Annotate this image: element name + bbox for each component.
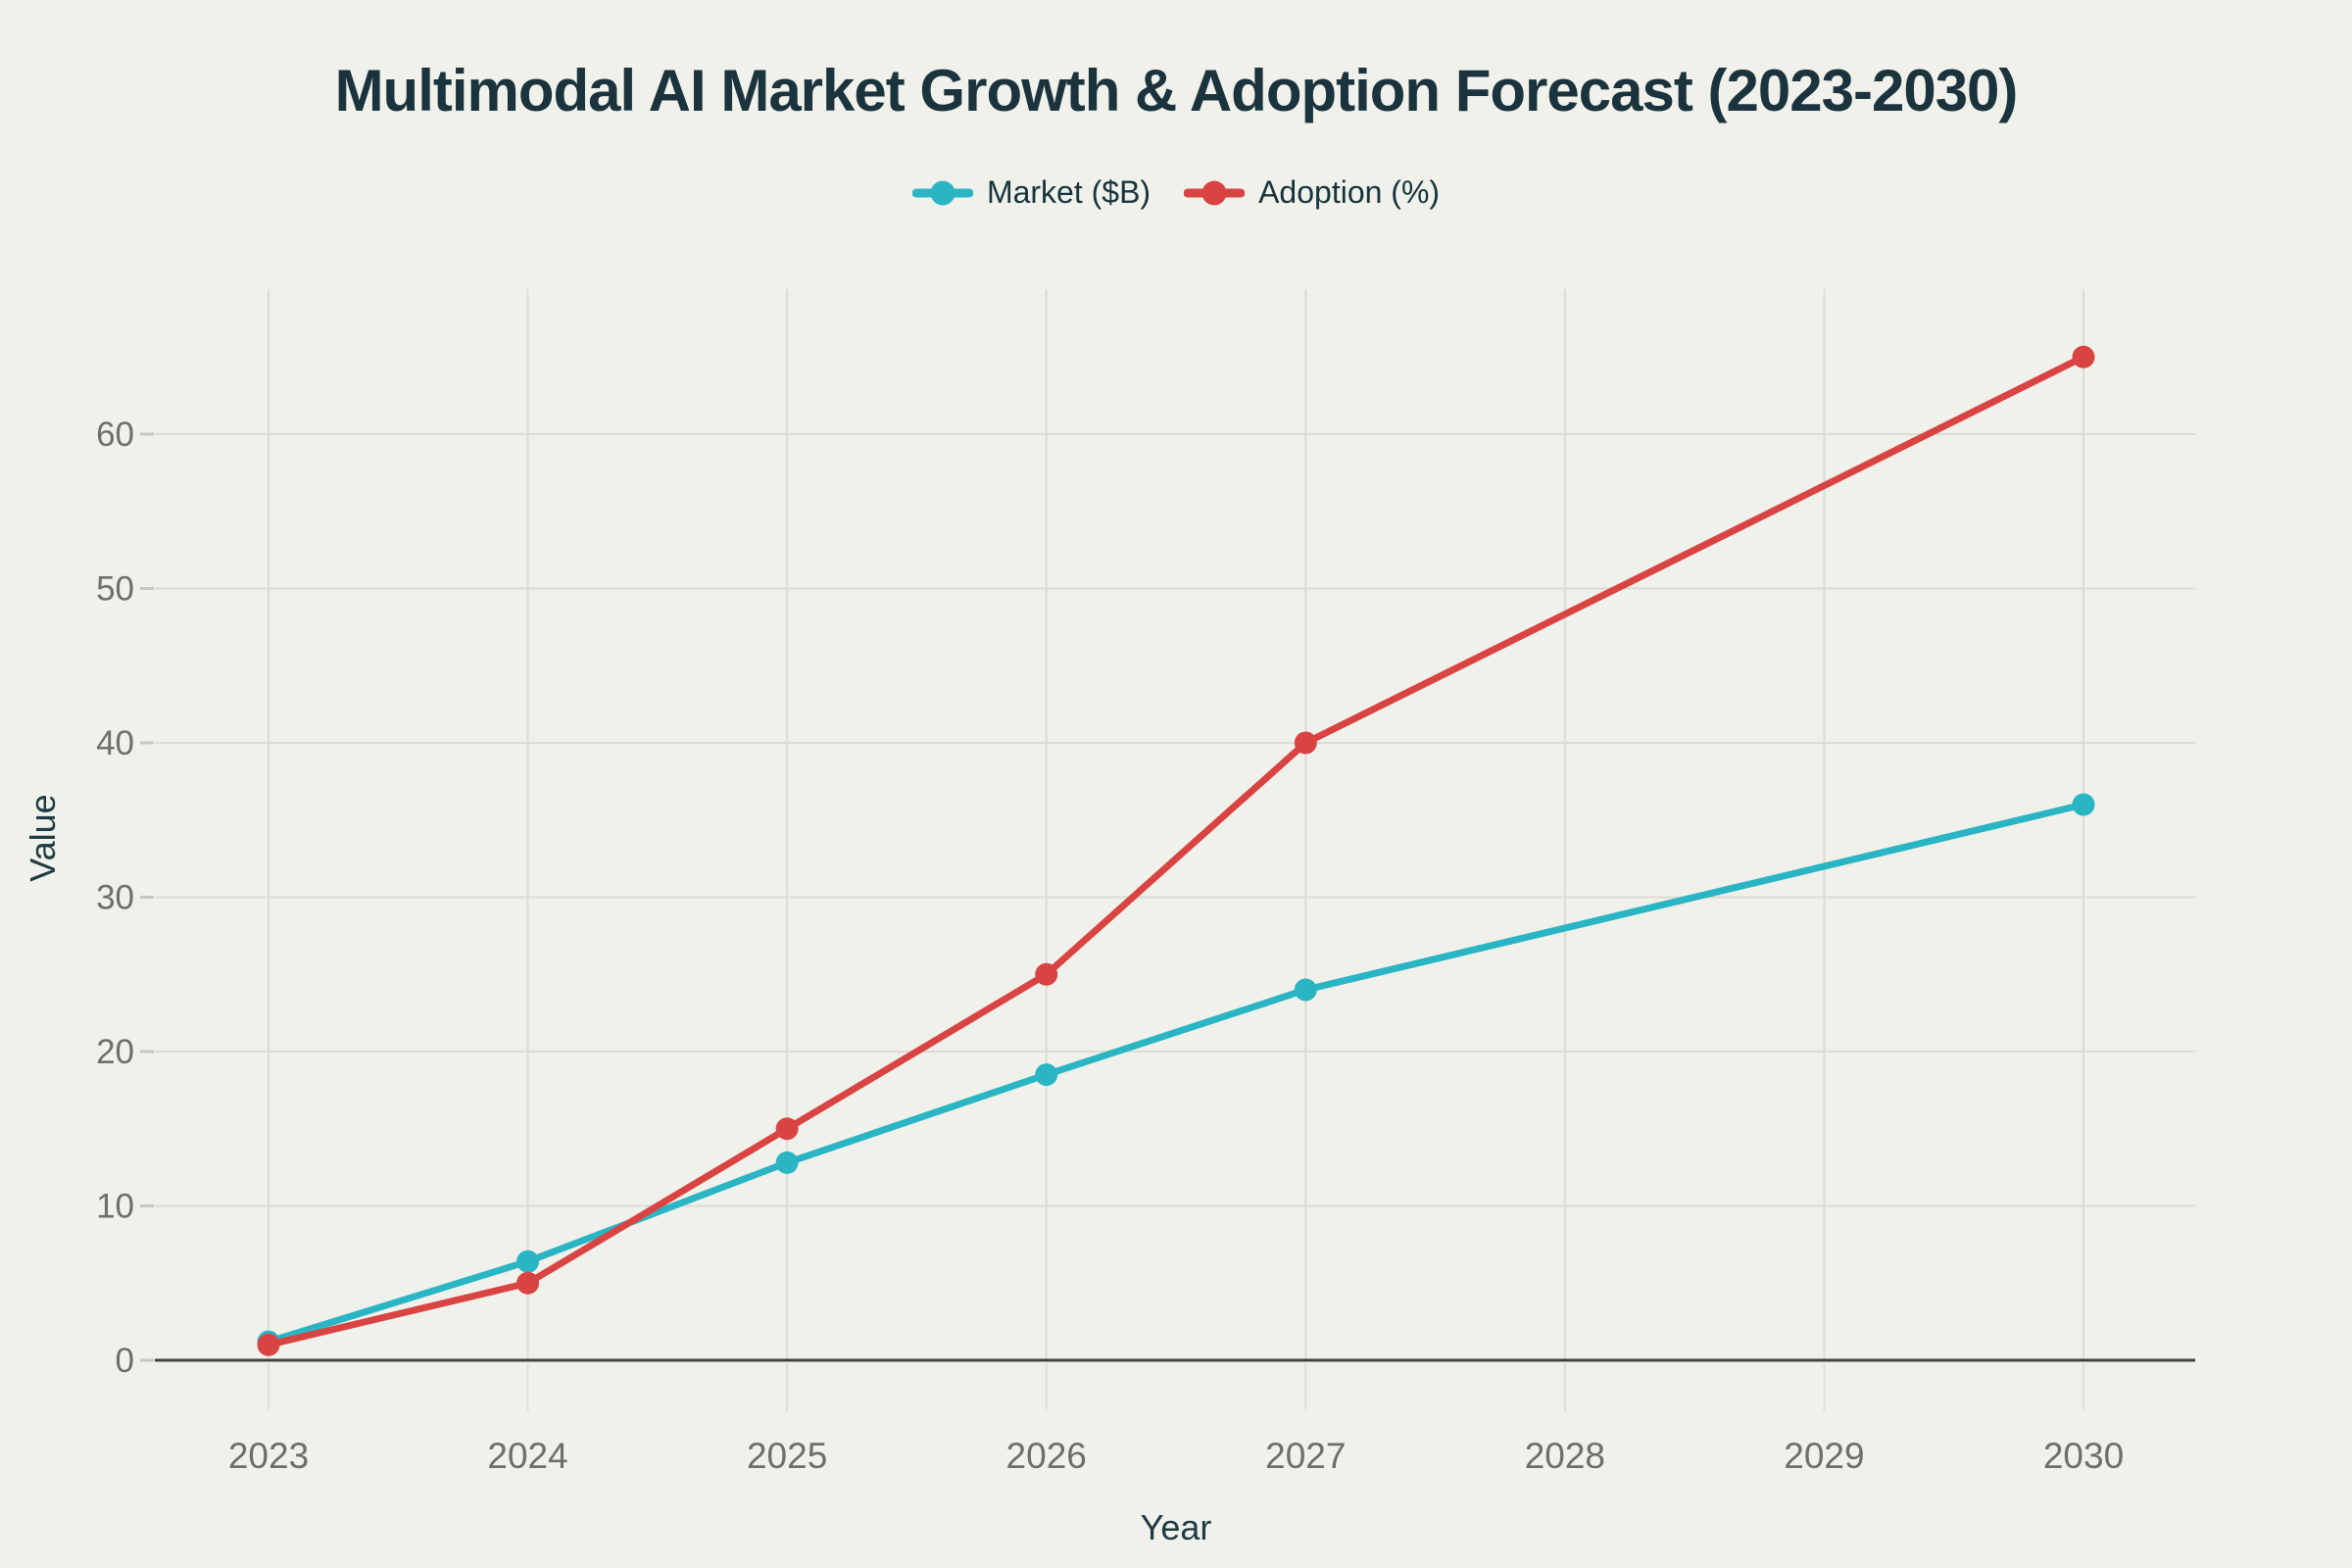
y-axis-tick-labels: 0 10 20 30 40 50 60: [96, 416, 134, 1380]
y-axis-title: Value: [23, 794, 63, 882]
legend-label-market: Market ($B): [986, 174, 1152, 210]
data-point[interactable]: [1035, 1063, 1058, 1087]
legend-item-market[interactable]: Market ($B): [911, 174, 1152, 211]
line-marker-icon: [911, 180, 973, 205]
y-gridlines: [155, 433, 2195, 1207]
y-tick-marks: [140, 432, 154, 1362]
svg-text:2026: 2026: [1006, 1436, 1087, 1476]
data-point[interactable]: [1294, 978, 1317, 1002]
svg-text:2027: 2027: [1265, 1436, 1346, 1476]
data-point[interactable]: [257, 1333, 280, 1356]
data-point[interactable]: [516, 1250, 540, 1273]
data-point[interactable]: [775, 1117, 799, 1141]
data-point[interactable]: [775, 1151, 799, 1174]
svg-text:30: 30: [96, 879, 134, 917]
x-tick-marks: [268, 1363, 2084, 1411]
chart-title: Multimodal AI Market Growth & Adoption F…: [334, 58, 2019, 123]
data-point[interactable]: [2072, 793, 2095, 816]
data-point[interactable]: [516, 1271, 540, 1295]
series-adoption: [257, 345, 2095, 1356]
svg-text:2024: 2024: [487, 1436, 567, 1476]
legend: Market ($B) Adoption (%): [0, 174, 2352, 211]
svg-text:2030: 2030: [2043, 1436, 2124, 1476]
svg-text:60: 60: [96, 416, 134, 454]
svg-text:50: 50: [96, 570, 134, 609]
svg-text:2028: 2028: [1525, 1436, 1605, 1476]
line-marker-icon: [1184, 180, 1246, 205]
x-axis-title: Year: [1140, 1507, 1212, 1547]
svg-text:10: 10: [96, 1188, 134, 1226]
svg-text:2023: 2023: [228, 1436, 309, 1476]
x-axis-tick-labels: 2023 2024 2025 2026 2027 2028 2029 2030: [228, 1436, 2124, 1476]
svg-text:20: 20: [96, 1033, 134, 1071]
series-market-b: [257, 793, 2095, 1353]
data-point[interactable]: [1035, 962, 1058, 986]
svg-text:40: 40: [96, 724, 134, 762]
x-gridlines: [268, 289, 2084, 1360]
legend-label-adoption: Adoption (%): [1258, 174, 1441, 210]
svg-text:2029: 2029: [1784, 1436, 1864, 1476]
svg-text:2025: 2025: [747, 1436, 827, 1476]
data-point[interactable]: [2072, 345, 2095, 368]
data-point[interactable]: [1294, 731, 1317, 755]
svg-text:0: 0: [116, 1342, 134, 1380]
legend-item-adoption[interactable]: Adoption (%): [1184, 174, 1440, 211]
